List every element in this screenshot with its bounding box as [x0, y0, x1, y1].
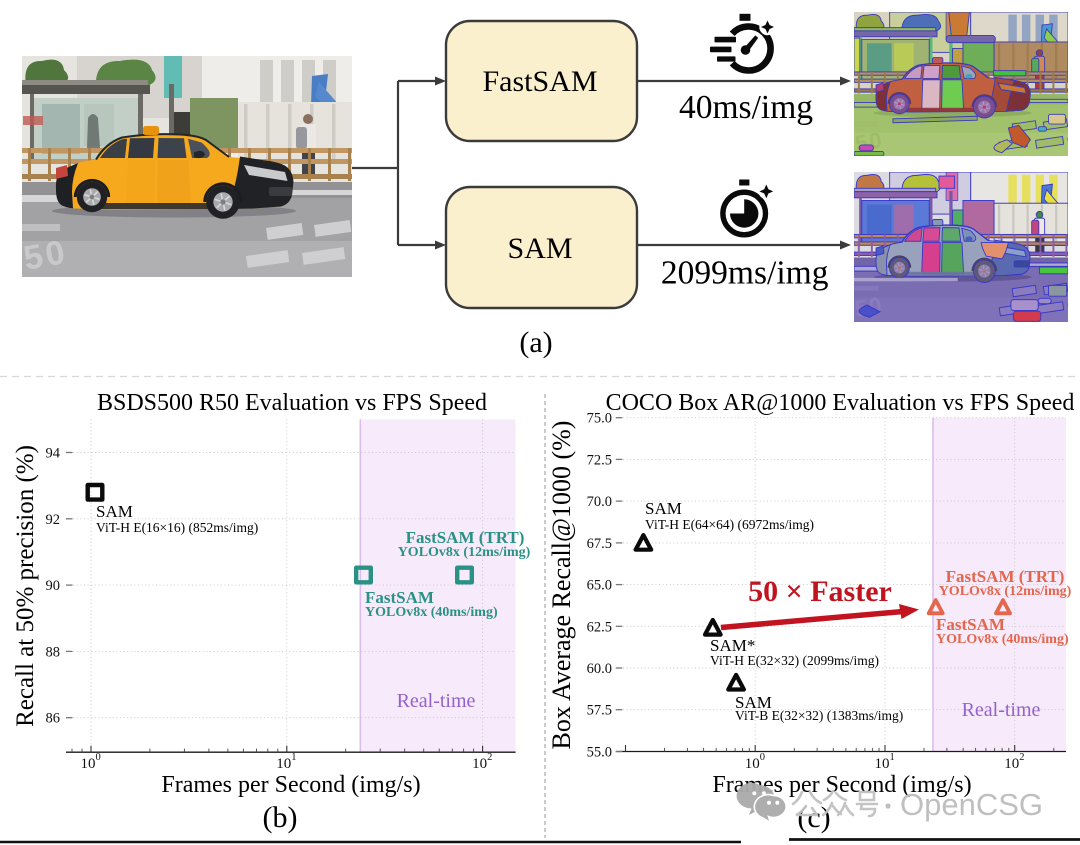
- svg-text:YOLOv8x (12ms/img): YOLOv8x (12ms/img): [398, 545, 531, 560]
- svg-text:67.5: 67.5: [587, 536, 612, 552]
- svg-text:50: 50: [21, 233, 71, 278]
- svg-text:YOLOv8x (40ms/img): YOLOv8x (40ms/img): [936, 632, 1069, 647]
- svg-text:Real-time: Real-time: [962, 699, 1041, 721]
- svg-text:40ms/img: 40ms/img: [679, 89, 813, 126]
- svg-text:COCO Box AR@1000 Evaluation vs: COCO Box AR@1000 Evaluation vs FPS Speed: [606, 390, 1075, 416]
- svg-text:SAM: SAM: [507, 232, 572, 265]
- svg-text:ViT-H E(16×16) (852ms/img): ViT-H E(16×16) (852ms/img): [96, 520, 258, 535]
- svg-text:SAM: SAM: [735, 693, 772, 712]
- svg-text:FastSAM: FastSAM: [482, 65, 597, 98]
- svg-text:FastSAM: FastSAM: [936, 615, 1005, 634]
- svg-text:Real-time: Real-time: [397, 690, 476, 712]
- svg-text:10: 10: [276, 756, 291, 772]
- svg-text:BSDS500 R50 Evaluation vs FPS: BSDS500 R50 Evaluation vs FPS Speed: [97, 390, 487, 416]
- svg-text:FastSAM (TRT): FastSAM (TRT): [946, 567, 1065, 586]
- svg-text:2: 2: [1019, 752, 1024, 763]
- svg-text:FastSAM (TRT): FastSAM (TRT): [406, 528, 525, 547]
- svg-text:70.0: 70.0: [587, 494, 612, 510]
- svg-text:Frames per Second (img/s): Frames per Second (img/s): [161, 772, 420, 798]
- svg-text:62.5: 62.5: [587, 619, 612, 635]
- svg-text:2099ms/img: 2099ms/img: [661, 255, 829, 292]
- svg-text:Recall at 50% precision (%): Recall at 50% precision (%): [12, 445, 39, 727]
- svg-text:SAM: SAM: [645, 499, 682, 518]
- svg-text:ViT-B E(32×32) (1383ms/img): ViT-B E(32×32) (1383ms/img): [735, 708, 903, 723]
- svg-text:(a): (a): [519, 326, 552, 359]
- svg-text:65.0: 65.0: [587, 578, 612, 594]
- svg-text:0: 0: [760, 752, 765, 763]
- svg-text:YOLOv8x (40ms/img): YOLOv8x (40ms/img): [365, 605, 498, 620]
- svg-text:60.0: 60.0: [587, 661, 612, 677]
- svg-text:92: 92: [46, 512, 61, 528]
- svg-text:10: 10: [745, 756, 760, 772]
- svg-text:72.5: 72.5: [587, 452, 612, 468]
- svg-text:(b): (b): [263, 801, 298, 834]
- svg-text:10: 10: [875, 756, 890, 772]
- svg-text:50 × Faster: 50 × Faster: [748, 575, 892, 608]
- svg-text:FastSAM: FastSAM: [365, 588, 434, 607]
- svg-text:86: 86: [46, 711, 61, 727]
- svg-text:10: 10: [472, 756, 487, 772]
- svg-text:57.5: 57.5: [587, 703, 612, 719]
- svg-text:2: 2: [487, 752, 492, 763]
- svg-text:0: 0: [96, 752, 101, 763]
- svg-text:75.0: 75.0: [587, 411, 612, 427]
- svg-text:OpenCSG: OpenCSG: [900, 787, 1043, 822]
- svg-text:Box Average Recall@1000 (%): Box Average Recall@1000 (%): [547, 421, 576, 750]
- svg-text:94: 94: [46, 446, 61, 462]
- svg-text:55.0: 55.0: [587, 745, 612, 761]
- svg-text:ViT-H E(64×64) (6972ms/img): ViT-H E(64×64) (6972ms/img): [645, 517, 814, 532]
- svg-text:1: 1: [291, 752, 296, 763]
- svg-text:10: 10: [81, 756, 96, 772]
- svg-text:90: 90: [46, 578, 61, 594]
- svg-text:SAM*: SAM*: [710, 636, 755, 655]
- svg-text:10: 10: [1004, 756, 1019, 772]
- svg-text:ViT-H E(32×32) (2099ms/img): ViT-H E(32×32) (2099ms/img): [710, 653, 879, 668]
- svg-text:(c): (c): [797, 801, 830, 834]
- svg-text:1: 1: [890, 752, 895, 763]
- svg-text:88: 88: [46, 644, 61, 660]
- svg-text:SAM: SAM: [96, 502, 133, 521]
- svg-text:YOLOv8x (12ms/img): YOLOv8x (12ms/img): [939, 584, 1072, 599]
